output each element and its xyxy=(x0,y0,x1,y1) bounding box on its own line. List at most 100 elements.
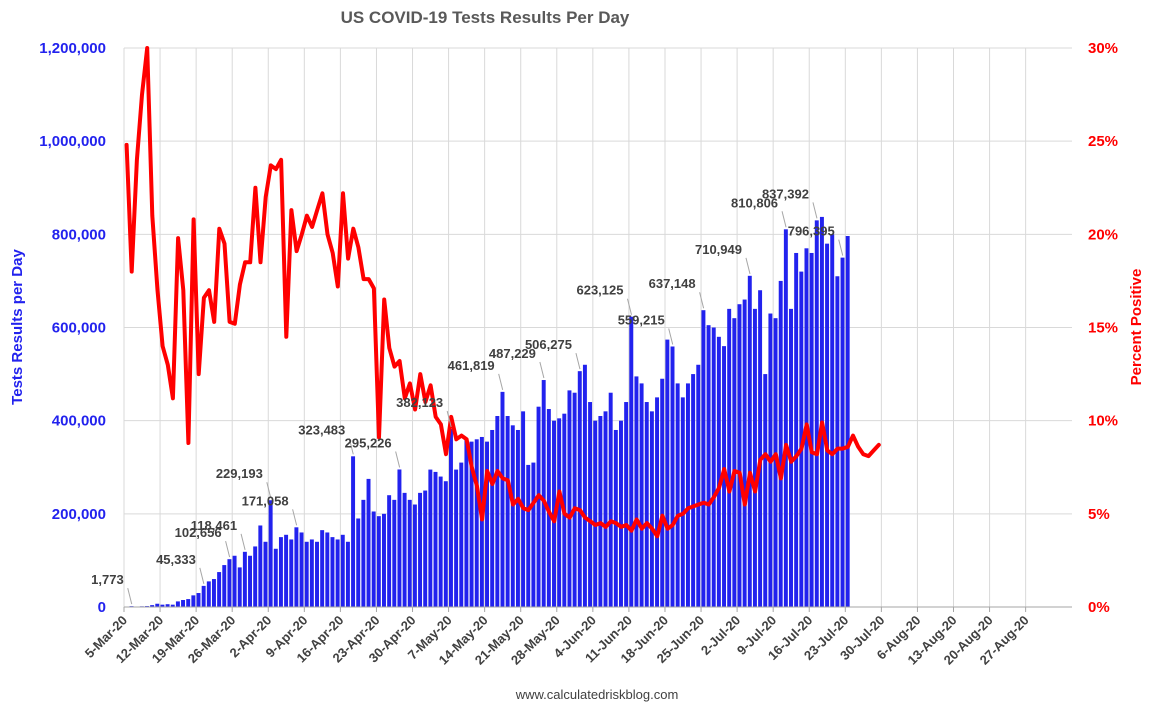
bar xyxy=(330,537,335,607)
bar xyxy=(242,551,247,607)
bar xyxy=(732,318,737,607)
bar xyxy=(794,252,799,607)
bar xyxy=(454,469,459,607)
y-left-tick-label: 400,000 xyxy=(52,413,106,430)
label-leader-line xyxy=(348,438,354,455)
bar xyxy=(737,304,742,607)
bar xyxy=(211,579,216,607)
bar xyxy=(345,541,350,607)
label-leader-line xyxy=(498,373,504,390)
bar xyxy=(742,299,747,607)
bar xyxy=(268,500,273,607)
data-label: 229,193 xyxy=(216,466,263,481)
bar xyxy=(428,469,433,607)
label-leader-line xyxy=(240,533,246,550)
label-leader-line xyxy=(627,298,632,315)
bar xyxy=(433,471,438,607)
bar xyxy=(747,275,752,607)
data-label: 295,226 xyxy=(345,435,392,450)
data-label: 461,819 xyxy=(448,358,495,373)
bar xyxy=(783,229,788,607)
y-right-tick-label: 0% xyxy=(1088,599,1110,616)
bar xyxy=(206,581,211,607)
bar xyxy=(258,525,263,607)
bar xyxy=(371,511,376,607)
bar xyxy=(531,462,536,607)
y-axis-right-label: Percent Positive xyxy=(1128,269,1145,386)
bar xyxy=(809,252,814,607)
label-leader-line xyxy=(127,588,133,605)
bar xyxy=(273,548,278,607)
bar xyxy=(634,376,639,607)
bar xyxy=(464,439,469,607)
y-axis-left-label: Tests Results per Day xyxy=(9,249,26,405)
bar xyxy=(299,532,304,607)
bar xyxy=(253,546,258,607)
data-label: 559,215 xyxy=(618,312,665,327)
bar xyxy=(423,490,428,607)
bar xyxy=(201,585,206,607)
bar xyxy=(479,436,484,607)
bar xyxy=(619,420,623,607)
bar xyxy=(351,456,356,607)
label-leader-line xyxy=(745,257,751,274)
bar xyxy=(397,469,402,607)
bar xyxy=(845,236,850,607)
bar xyxy=(541,380,546,607)
bar xyxy=(670,346,675,607)
bar xyxy=(825,243,830,607)
label-leader-line xyxy=(668,328,674,345)
bar xyxy=(325,532,330,607)
bar xyxy=(392,499,397,607)
bar xyxy=(366,478,371,607)
bar xyxy=(649,411,654,607)
label-leader-line xyxy=(446,410,452,428)
bar xyxy=(577,371,582,607)
bar xyxy=(150,605,155,607)
data-label: 45,333 xyxy=(156,552,196,567)
bar xyxy=(572,392,577,607)
bar xyxy=(706,325,711,607)
bar xyxy=(696,364,701,607)
bar xyxy=(752,308,757,607)
bar xyxy=(335,539,340,607)
data-label: 323,483 xyxy=(298,422,345,437)
bar xyxy=(278,537,283,607)
data-label: 487,229 xyxy=(489,346,536,361)
bar xyxy=(227,559,232,607)
bar xyxy=(304,541,309,607)
bar xyxy=(191,595,196,607)
bar xyxy=(382,513,386,607)
bar xyxy=(613,429,618,607)
data-label: 810,806 xyxy=(731,195,778,210)
bar xyxy=(217,572,222,607)
y-right-tick-label: 15% xyxy=(1088,320,1118,337)
bar xyxy=(505,416,510,607)
bar xyxy=(500,391,505,607)
bar xyxy=(448,428,453,607)
bar xyxy=(680,397,685,607)
bar xyxy=(830,234,835,608)
bar xyxy=(490,429,495,607)
y-left-tick-label: 1,000,000 xyxy=(39,133,106,150)
bar xyxy=(819,216,824,607)
bar xyxy=(598,416,603,607)
data-label: 171,058 xyxy=(242,493,289,508)
y-left-tick-label: 800,000 xyxy=(52,226,106,243)
y-left-tick-label: 600,000 xyxy=(52,320,106,337)
bar xyxy=(835,276,840,607)
bar xyxy=(691,374,696,607)
bar xyxy=(160,604,165,607)
bar xyxy=(495,416,500,607)
bar xyxy=(469,441,474,607)
y-right-tick-label: 20% xyxy=(1088,226,1118,243)
bar xyxy=(248,555,253,607)
label-leader-line xyxy=(539,361,545,379)
y-right-tick-label: 5% xyxy=(1088,506,1110,523)
chart-title: US COVID-19 Tests Results Per Day xyxy=(341,8,630,27)
percent-positive-line-path xyxy=(124,46,881,539)
y-left-tick-label: 1,200,000 xyxy=(39,40,106,57)
data-label: 102,656 xyxy=(175,525,222,540)
data-label: 506,275 xyxy=(525,337,572,352)
